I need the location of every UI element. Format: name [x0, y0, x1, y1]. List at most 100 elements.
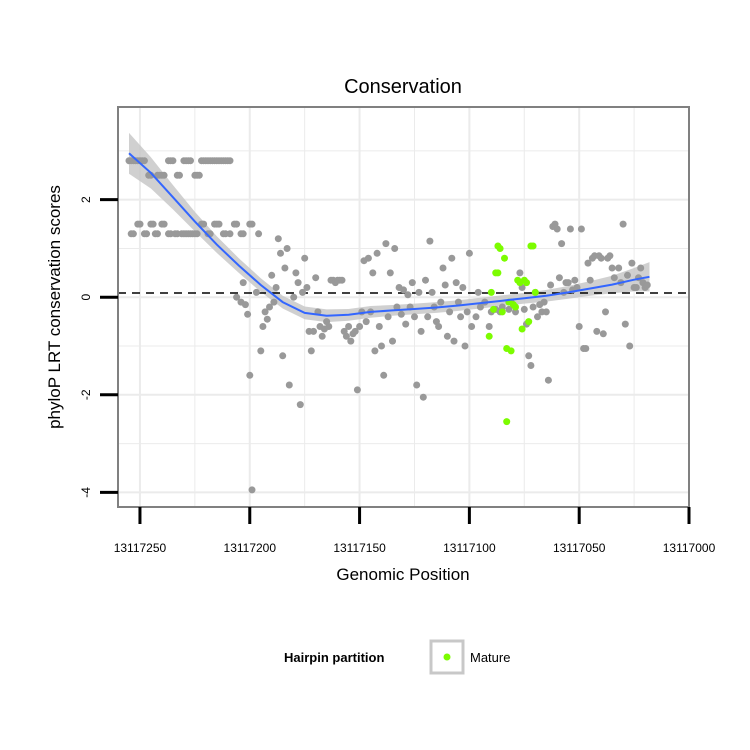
data-point — [215, 220, 223, 228]
data-point — [417, 327, 425, 335]
data-point — [448, 254, 456, 262]
data-point — [261, 308, 269, 316]
data-point — [459, 284, 467, 291]
data-point — [285, 381, 293, 389]
data-point — [547, 281, 555, 289]
data-point — [408, 279, 416, 287]
points-layer — [125, 157, 651, 494]
data-point — [299, 288, 306, 296]
data-point — [129, 230, 137, 238]
data-point — [476, 303, 484, 311]
data-point — [615, 264, 623, 272]
data-point — [593, 327, 601, 335]
x-axis-title: Genomic Position — [336, 565, 469, 584]
data-point — [307, 347, 315, 355]
data-point — [140, 157, 148, 165]
data-point — [193, 230, 201, 238]
data-point — [252, 288, 260, 296]
x-tick-label: 13117250 — [114, 541, 167, 555]
data-point — [356, 323, 364, 330]
data-point-mature — [518, 325, 526, 333]
data-point — [624, 271, 631, 279]
data-point — [571, 276, 579, 284]
data-point — [542, 308, 550, 316]
data-point — [602, 308, 609, 316]
x-tick-label: 13117000 — [663, 541, 716, 555]
data-point — [564, 279, 572, 287]
data-point — [384, 313, 392, 321]
data-point — [371, 347, 379, 355]
x-axis: 13117250 13117200 13117150 13117100 13117050… — [114, 507, 716, 555]
data-point — [169, 157, 177, 165]
data-point — [239, 279, 247, 287]
data-point — [411, 313, 418, 321]
data-point — [310, 327, 317, 335]
data-point — [435, 323, 443, 330]
data-point — [575, 323, 583, 330]
data-point — [400, 286, 407, 294]
data-point — [450, 337, 458, 345]
data-point — [281, 264, 289, 272]
x-tick-label: 13117050 — [553, 541, 606, 555]
data-point — [389, 337, 396, 345]
data-point — [239, 230, 247, 238]
data-point-mature — [512, 303, 519, 311]
data-point — [303, 284, 311, 291]
data-point — [606, 252, 614, 260]
data-point — [621, 320, 629, 328]
data-point-mature — [507, 347, 515, 355]
data-point — [347, 337, 355, 345]
data-point — [461, 342, 469, 350]
data-point — [233, 220, 241, 228]
data-point — [446, 308, 454, 316]
data-point — [391, 245, 399, 252]
data-point — [255, 230, 263, 238]
data-point — [516, 269, 524, 277]
data-point — [628, 259, 636, 267]
data-point — [345, 323, 353, 330]
smooth-line — [128, 152, 650, 317]
data-point — [397, 310, 405, 318]
data-point — [353, 386, 361, 394]
data-point — [498, 303, 506, 311]
data-point — [375, 323, 383, 330]
data-point — [290, 293, 298, 301]
x-tick-label: 13117200 — [224, 541, 277, 555]
data-point — [424, 313, 432, 321]
data-point — [160, 220, 168, 228]
data-point — [393, 303, 401, 311]
y-tick-label: -4 — [79, 487, 93, 498]
data-point — [248, 486, 256, 494]
data-point — [472, 313, 480, 321]
data-point — [555, 274, 563, 282]
data-point — [268, 271, 276, 279]
legend: Hairpin partition Mature — [284, 639, 510, 675]
data-point — [274, 235, 282, 243]
data-point — [534, 313, 541, 321]
data-point — [428, 288, 436, 296]
data-point — [566, 225, 574, 233]
x-tick-label: 13117150 — [333, 541, 386, 555]
data-point — [419, 393, 427, 401]
data-point — [404, 291, 412, 299]
data-point — [457, 313, 465, 321]
data-point — [382, 240, 390, 248]
smooth-line-layer — [128, 152, 650, 317]
y-tick-label: 2 — [79, 196, 93, 203]
data-point — [577, 225, 585, 233]
data-point — [364, 254, 372, 262]
data-point — [325, 323, 333, 330]
data-point — [402, 320, 410, 328]
data-point-mature — [529, 242, 537, 250]
data-point — [136, 220, 144, 228]
data-point — [380, 371, 388, 379]
data-point-mature — [501, 254, 508, 262]
data-point — [149, 220, 157, 228]
data-point — [270, 298, 278, 306]
data-point-mature — [525, 318, 533, 326]
data-point — [426, 237, 434, 245]
data-point-mature — [503, 418, 511, 426]
data-point — [160, 171, 168, 179]
data-point — [422, 276, 429, 284]
data-point — [176, 171, 183, 179]
